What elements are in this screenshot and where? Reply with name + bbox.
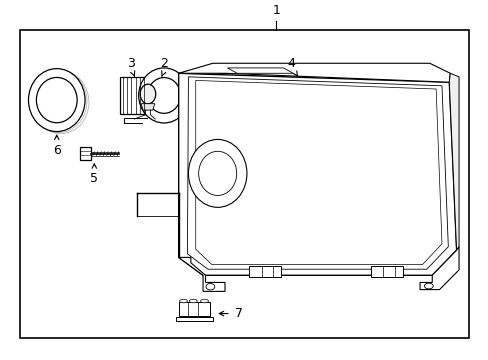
Text: 5: 5 [90,172,98,185]
Bar [249,266,281,277]
Ellipse shape [140,84,156,104]
Text: 7: 7 [234,307,242,320]
Ellipse shape [188,139,246,207]
Ellipse shape [189,299,197,303]
Bar [20,30,468,338]
Bar [293,87,307,105]
Ellipse shape [266,79,286,87]
Text: 4: 4 [287,58,295,71]
Polygon shape [178,63,449,82]
Polygon shape [448,73,458,250]
Bar [80,147,91,160]
Ellipse shape [293,84,307,90]
Polygon shape [178,66,448,82]
Bar [120,77,147,114]
Bar [370,266,402,277]
Polygon shape [195,80,441,265]
Ellipse shape [424,283,432,289]
Ellipse shape [179,299,187,303]
Bar [176,317,212,321]
Text: 1: 1 [272,4,280,17]
Ellipse shape [205,284,214,290]
Text: 3: 3 [127,58,135,71]
Ellipse shape [198,151,236,195]
Text: 2: 2 [160,58,168,71]
Polygon shape [419,247,458,289]
Ellipse shape [200,299,208,303]
Polygon shape [187,77,447,269]
Ellipse shape [147,77,180,113]
Bar [266,83,286,107]
Polygon shape [141,104,155,110]
Ellipse shape [28,69,85,131]
Polygon shape [227,68,293,73]
Bar [178,302,210,316]
Polygon shape [178,257,224,291]
Text: 6: 6 [53,144,61,157]
Polygon shape [178,73,456,275]
Ellipse shape [36,77,77,123]
Ellipse shape [139,68,189,123]
